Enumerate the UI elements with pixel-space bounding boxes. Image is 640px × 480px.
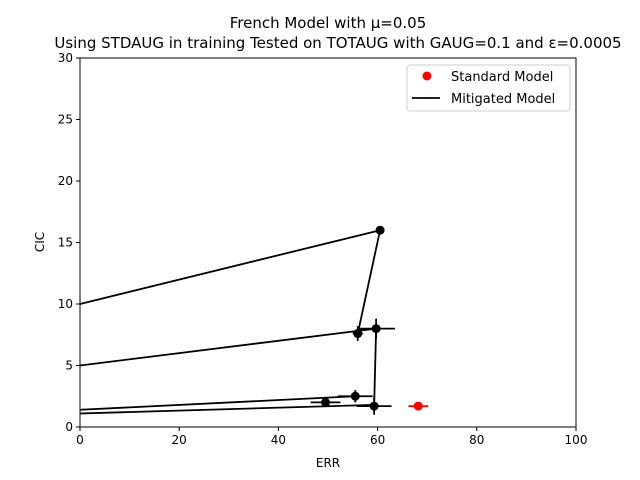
chart-title: French Model with μ=0.05: [230, 14, 427, 32]
mitigated-model-point: [350, 391, 360, 401]
y-axis-label: CIC: [33, 232, 47, 252]
mitigated-model-line: [79, 395, 356, 411]
mitigated-model-point: [353, 329, 363, 339]
x-tick-label: 20: [172, 433, 187, 447]
legend-marker-standard-model: [422, 71, 432, 81]
mitigated-model-point: [369, 401, 379, 411]
y-tick-label: 10: [58, 297, 73, 311]
mitigated-model-line: [79, 403, 375, 415]
plot-area: [79, 225, 429, 415]
legend-label-mitigated-model: Mitigated Model: [451, 92, 555, 107]
standard-model-point: [413, 401, 423, 411]
x-axis: 0 20 40 60 80 100: [76, 427, 587, 447]
legend: Standard Model Mitigated Model: [406, 64, 571, 112]
x-tick-label: 80: [469, 433, 484, 447]
y-axis: 0 5 10 15 20 25 30: [58, 51, 80, 434]
mitigated-model-point: [371, 324, 381, 334]
x-tick-label: 100: [565, 433, 588, 447]
legend-box: [406, 64, 571, 112]
y-tick-label: 0: [65, 420, 73, 434]
x-axis-label: ERR: [316, 456, 340, 470]
mitigated-model-point: [321, 397, 331, 407]
chart-subtitle: Using STDAUG in training Tested on TOTAU…: [54, 34, 621, 52]
y-tick-label: 30: [58, 51, 73, 65]
y-tick-label: 20: [58, 174, 73, 188]
x-tick-label: 0: [76, 433, 84, 447]
x-tick-label: 40: [271, 433, 286, 447]
y-tick-label: 5: [65, 359, 73, 373]
mitigated-model-line: [356, 230, 381, 334]
mitigated-model-line: [373, 328, 378, 407]
x-tick-label: 60: [370, 433, 385, 447]
y-tick-label: 15: [58, 236, 73, 250]
legend-label-standard-model: Standard Model: [451, 70, 553, 85]
mitigated-model-line: [79, 327, 377, 367]
mitigated-model-point: [375, 225, 385, 235]
mitigated-model-line: [79, 229, 381, 305]
y-tick-label: 25: [58, 113, 73, 127]
